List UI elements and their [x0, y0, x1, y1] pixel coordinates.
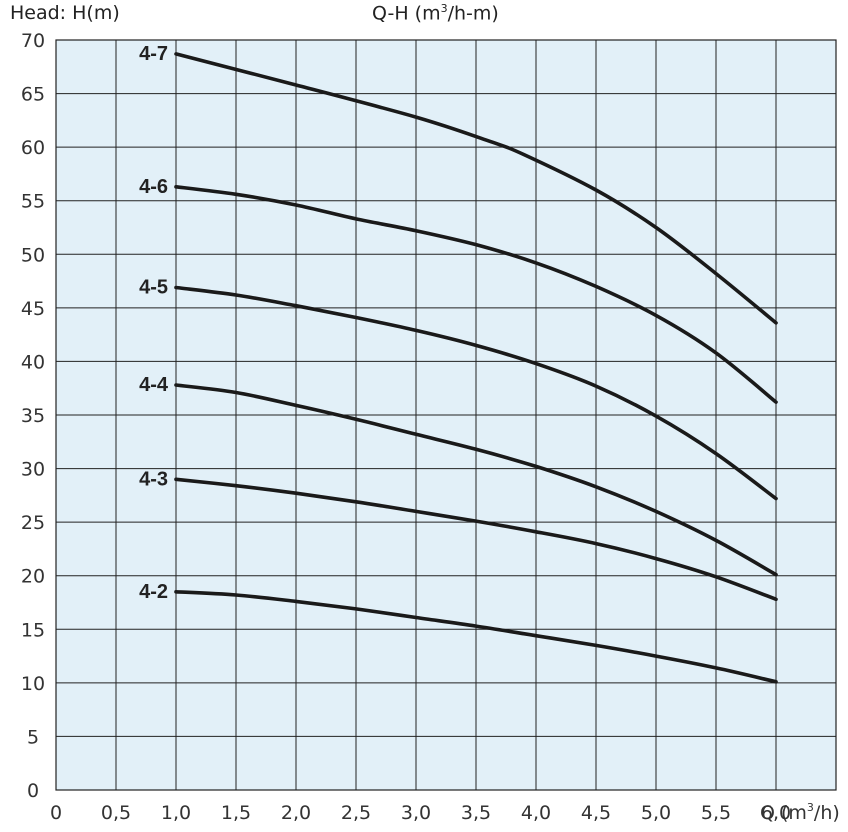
- x-tick-label: 0: [50, 802, 62, 824]
- x-tick-label: 3,0: [401, 802, 431, 824]
- series-label-4-2: 4-2: [139, 581, 168, 603]
- series-line-4-4: [174, 383, 778, 577]
- y-tick-label: 45: [21, 298, 45, 320]
- x-tick-label: 1,5: [221, 802, 251, 824]
- x-tick-label: 0,5: [101, 802, 131, 824]
- y-axis-title: Head: H(m): [10, 2, 120, 24]
- series-line-4-6: [174, 185, 778, 404]
- y-tick-label: 0: [27, 780, 39, 802]
- x-tick-label: 2,0: [281, 802, 311, 824]
- y-tick-label: 10: [21, 673, 45, 695]
- x-tick-label: 2,5: [341, 802, 371, 824]
- y-tick-label: 20: [21, 566, 45, 588]
- y-tick-labels: 0 5 10 15 20 25 30 35 40 45 50 55 60 65 70: [21, 30, 45, 802]
- x-tick-label: 5,5: [701, 802, 731, 824]
- series-label-4-5: 4-5: [139, 277, 168, 299]
- y-tick-label: 30: [21, 459, 45, 481]
- x-tick-labels: 0 0,5 1,0 1,5 2,0 2,5 3,0 3,5 4,0 4,5 5,0 5,5 6,0: [50, 802, 791, 824]
- series-label-4-6: 4-6: [139, 176, 168, 198]
- series-labels: 4-7 4-6 4-5 4-4 4-3 4-2: [139, 43, 169, 603]
- series-line-4-2: [174, 590, 778, 684]
- y-tick-label: 70: [21, 30, 45, 52]
- series-label-4-3: 4-3: [139, 468, 168, 490]
- x-tick-label: 5,0: [641, 802, 671, 824]
- grid-lines: [55, 39, 837, 791]
- series-lines: [174, 52, 778, 684]
- x-tick-label: 1,0: [161, 802, 191, 824]
- chart-title: Q-H (m3/h-m): [372, 2, 499, 25]
- x-tick-label: 4,5: [581, 802, 611, 824]
- series-label-4-4: 4-4: [139, 374, 169, 396]
- x-tick-label: 3,5: [461, 802, 491, 824]
- x-tick-label: 6,0: [761, 802, 791, 824]
- y-tick-label: 55: [21, 191, 45, 213]
- series-line-4-5: [174, 285, 778, 501]
- series-label-4-7: 4-7: [139, 43, 168, 65]
- y-tick-label: 25: [21, 512, 45, 534]
- series-line-4-7: [174, 52, 778, 325]
- y-tick-label: 60: [21, 137, 45, 159]
- y-tick-label: 5: [27, 726, 39, 748]
- y-tick-label: 35: [21, 405, 45, 427]
- y-tick-label: 65: [21, 84, 45, 106]
- y-tick-label: 15: [21, 619, 45, 641]
- x-tick-label: 4,0: [521, 802, 551, 824]
- y-tick-label: 40: [21, 351, 45, 373]
- x-axis-title: Q (m3/h): [760, 801, 840, 824]
- series-line-4-3: [174, 477, 778, 602]
- y-tick-label: 50: [21, 244, 45, 266]
